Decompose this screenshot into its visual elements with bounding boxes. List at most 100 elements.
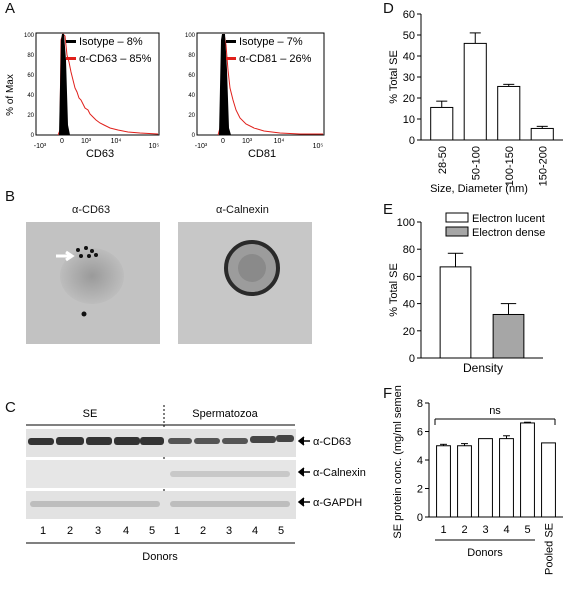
y-tick-label: 60 xyxy=(403,271,415,283)
y-tick-label: 2 xyxy=(417,484,423,496)
lane-number: 1 xyxy=(174,525,180,537)
y-axis-label: % Total SE xyxy=(388,263,400,317)
band xyxy=(276,435,294,442)
chart-size-distribution: 0 10 20 30 40 50 60 28-50 50-100 100-150 150-200 % … xyxy=(388,9,563,195)
xtick-label: -10³ xyxy=(195,143,208,150)
legend-label: Electron dense xyxy=(472,227,545,239)
bar xyxy=(439,266,472,359)
gold-particle xyxy=(84,246,88,250)
y-tick-label: 0 xyxy=(409,135,415,147)
flow-right-xticks: -10³ 0 10³ 10⁴ 10⁵ xyxy=(195,138,324,150)
ytick-label: 100 xyxy=(185,33,196,39)
western-blot: SE Spermatozoa α-CD63 α-Calnexin α-GAPDH… xyxy=(26,405,366,563)
lane-number: 5 xyxy=(278,525,284,537)
xtick-label: 10³ xyxy=(242,138,253,145)
lane-number: 2 xyxy=(200,525,206,537)
x-axis-label: Size, Diameter (nm) xyxy=(430,183,528,195)
legend-swatch xyxy=(226,57,236,60)
ytick-label: 20 xyxy=(188,113,195,119)
row-label-gapdh: α-GAPDH xyxy=(313,497,362,509)
band xyxy=(28,438,54,445)
flow-left-frame xyxy=(35,32,160,136)
gold-particle xyxy=(94,253,98,257)
flow-left-xlabel: CD63 xyxy=(86,148,114,160)
band xyxy=(222,438,248,444)
y-tick-label: 0 xyxy=(409,353,415,365)
y-tick-label: 4 xyxy=(417,455,423,467)
y-tick-label: 40 xyxy=(403,51,415,63)
panel-label-f: F xyxy=(383,385,393,402)
lane-number: 3 xyxy=(95,525,101,537)
legend-swatch xyxy=(66,40,76,43)
gold-particles xyxy=(76,246,98,317)
bar xyxy=(499,438,514,518)
chart-protein-conc: 0 2 4 6 8 SE protein conc. (mg/ml semen) 1 2 3 4 5… xyxy=(392,385,563,575)
xtick-label: -10³ xyxy=(34,143,47,150)
legend-swatch xyxy=(66,57,76,60)
xtick-label: 0 xyxy=(60,138,64,145)
western-footer: Donors xyxy=(142,551,178,563)
ytick-label: 60 xyxy=(188,73,195,79)
panel-label-c: C xyxy=(5,399,16,416)
x-axis-label: Density xyxy=(463,361,503,375)
em-right-title: α-Calnexin xyxy=(216,204,269,216)
ytick-label: 60 xyxy=(27,73,34,79)
band xyxy=(168,438,192,444)
xtick-label: 10⁴ xyxy=(111,138,122,145)
band xyxy=(170,501,290,507)
y-axis-label: SE protein conc. (mg/ml semen) xyxy=(392,385,404,539)
panel-label-d: D xyxy=(383,0,394,17)
row-label-cd63: α-CD63 xyxy=(313,436,351,448)
flow-left-black-trace xyxy=(59,34,70,135)
em-image-cd63 xyxy=(26,222,160,344)
em-image-calnexin xyxy=(178,222,312,344)
legend-swatch xyxy=(445,212,469,223)
xtick-label: 10⁵ xyxy=(313,143,324,150)
flow-left-yticks: 0 20 40 60 80 100 xyxy=(24,33,35,139)
bar xyxy=(430,106,454,141)
row-label-calnexin: α-Calnexin xyxy=(313,467,366,479)
x-tick-label: 4 xyxy=(503,524,509,536)
band xyxy=(250,436,276,443)
cd63-bands xyxy=(28,435,294,445)
flow-right-black-trace xyxy=(219,34,231,135)
flow-left-legend-2: α-CD63 – 85% xyxy=(79,53,152,65)
bar xyxy=(478,438,493,518)
x-tick-label: 28-50 xyxy=(437,146,449,174)
ytick-label: 0 xyxy=(192,133,196,139)
band xyxy=(140,437,164,445)
x-tick-label: 5 xyxy=(524,524,530,536)
ytick-label: 100 xyxy=(24,33,35,39)
lane-number: 4 xyxy=(252,525,258,537)
y-tick-label: 40 xyxy=(403,299,415,311)
xtick-label: 10⁴ xyxy=(274,138,285,145)
gold-particle xyxy=(87,254,91,258)
arrow-icon xyxy=(56,250,75,262)
y-tick-label: 8 xyxy=(417,398,423,410)
flow-histograms: % of Max 0 20 40 60 80 100 0 20 40 60 80… xyxy=(5,32,325,160)
calnexin-bands xyxy=(170,471,290,477)
arrow-icon xyxy=(297,497,310,507)
legend-swatch xyxy=(445,226,469,237)
x-tick-label: 50-100 xyxy=(470,146,482,180)
ytick-label: 0 xyxy=(31,133,35,139)
flow-right-red-trace xyxy=(217,33,323,136)
xtick-label: 10⁵ xyxy=(149,143,160,150)
y-tick-label: 80 xyxy=(403,244,415,256)
gold-particle xyxy=(81,311,87,317)
flow-left-xticks: -10³ 0 10³ 10⁴ 10⁵ xyxy=(34,138,160,150)
ytick-label: 40 xyxy=(188,93,195,99)
lane-number: 4 xyxy=(123,525,129,537)
y-tick-label: 20 xyxy=(403,326,415,338)
arrow-icon xyxy=(297,436,310,446)
bar xyxy=(497,85,521,141)
bar xyxy=(520,422,535,518)
gold-particle xyxy=(79,254,83,258)
panel-label-b: B xyxy=(5,188,16,205)
flow-right-xlabel: CD81 xyxy=(248,148,276,160)
x-tick-label: 1 xyxy=(440,524,446,536)
vesicle-core xyxy=(238,254,266,282)
xtick-label: 10³ xyxy=(81,138,92,145)
panel-label-e: E xyxy=(383,201,394,218)
flow-right-legend-1: Isotype – 7% xyxy=(239,36,303,48)
